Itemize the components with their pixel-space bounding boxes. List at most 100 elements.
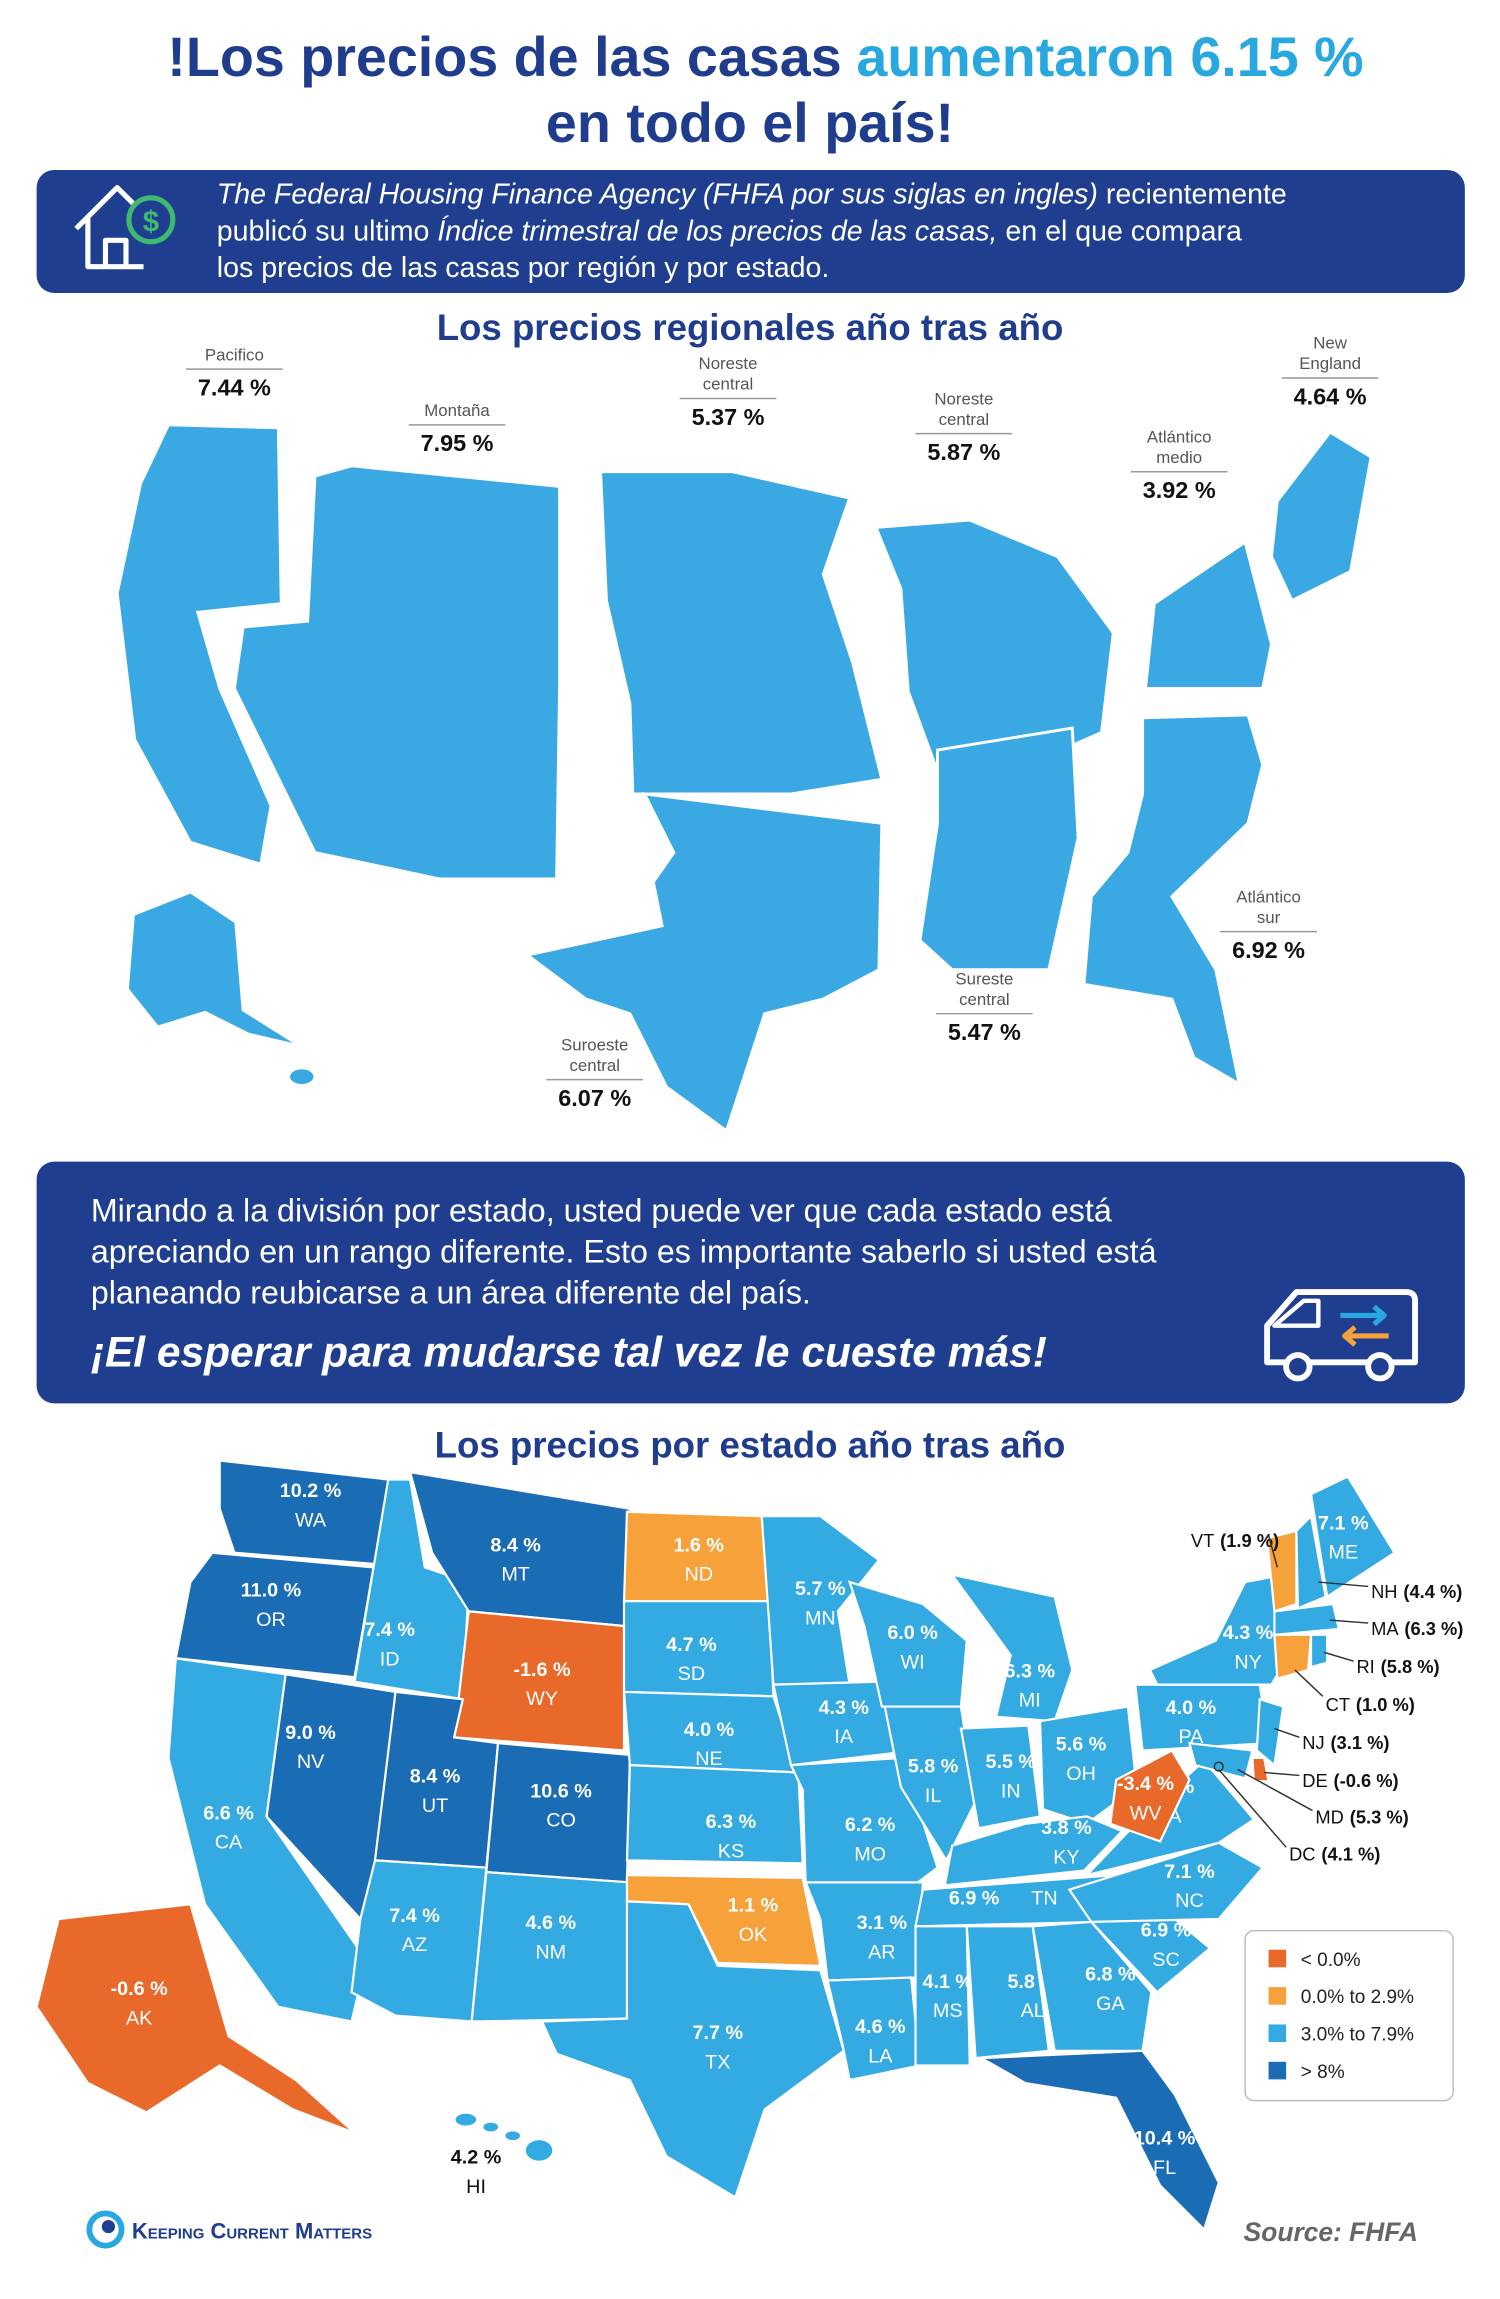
- state-abbr: WV: [1130, 1802, 1163, 1824]
- state-value: 3.1 %: [857, 1912, 908, 1934]
- callout-line: [1318, 1581, 1369, 1588]
- region-value: 5.87 %: [927, 439, 1000, 465]
- legend-label: 3.0% to 7.9%: [1301, 2025, 1414, 2046]
- region-name: central: [939, 410, 990, 429]
- state-value: 6.6 %: [203, 1802, 254, 1824]
- region-shape: [1143, 539, 1273, 690]
- intro-box: [36, 169, 1465, 293]
- state-value: 6.8 %: [1085, 1963, 1136, 1985]
- state-abbr: NY: [1234, 1651, 1261, 1673]
- intro-text: recientemente: [1098, 179, 1287, 211]
- title-part: !Los precios de las casas: [167, 26, 841, 88]
- state-shape: [965, 1925, 1051, 2060]
- state-value: 4.0 %: [1166, 1697, 1217, 1719]
- state-value: (1.0 %): [1356, 1694, 1415, 1715]
- state-abbr: FL: [1153, 2157, 1176, 2179]
- state-shape: [455, 2113, 477, 2126]
- intro-text: publicó su ultimo: [217, 215, 438, 247]
- state-shape: [1067, 1841, 1265, 1924]
- state-shape: [35, 1903, 356, 2134]
- state-abbr: MD: [1315, 1807, 1343, 1828]
- section-title: Los precios por estado año tras año: [435, 1425, 1066, 1466]
- state-value: 4.6 %: [855, 2016, 906, 2038]
- state-callout: MD (5.3 %): [1315, 1807, 1408, 1828]
- callout-line: [1267, 1534, 1279, 1568]
- state-abbr: HI: [466, 2176, 486, 2198]
- state-value: 4.1 %: [922, 1971, 973, 1993]
- message-line: planeando reubicarse a un área diferente…: [91, 1275, 811, 1311]
- state-callout: MA (6.3 %): [1371, 1618, 1463, 1639]
- state-shape: [174, 1551, 375, 1679]
- state-shape: [622, 1510, 771, 1603]
- region-value: 3.92 %: [1143, 477, 1216, 503]
- state-abbr: WI: [901, 1651, 925, 1673]
- region-name: central: [703, 375, 754, 394]
- state-shape: [540, 1900, 846, 2199]
- callout-line: [1237, 1768, 1313, 1812]
- state-value: 4.6 %: [526, 1912, 577, 1934]
- state-value: (1.9 %): [1220, 1530, 1279, 1551]
- region-value: 7.44 %: [198, 375, 271, 401]
- state-callout: DC (4.1 %): [1289, 1843, 1380, 1864]
- state-value: (-0.6 %): [1334, 1770, 1399, 1791]
- state-callout: CT (1.0 %): [1326, 1694, 1415, 1715]
- region-value: 6.07 %: [558, 1085, 631, 1111]
- state-shape: [1213, 1761, 1224, 1772]
- state-value: -0.6 %: [111, 1978, 169, 2000]
- state-abbr: ID: [380, 1649, 400, 1671]
- state-shape: [883, 1705, 977, 1863]
- intro-text: en el que compara: [997, 215, 1242, 247]
- state-shape: [949, 1573, 1074, 1723]
- state-value: 6.9 %: [949, 1887, 1000, 1909]
- legend-label: < 0.0%: [1301, 1950, 1361, 1971]
- state-value: 7.4 %: [389, 1905, 440, 1927]
- state-abbr: NH: [1371, 1581, 1397, 1602]
- region-name: Atlántico: [1236, 887, 1301, 906]
- state-abbr: LA: [868, 2046, 893, 2068]
- state-shape: [959, 1724, 1042, 1830]
- region-shape: [232, 464, 562, 881]
- region-name: England: [1299, 354, 1361, 373]
- state-shape: [1109, 1749, 1191, 1843]
- state-callout: VT (1.9 %): [1191, 1530, 1279, 1551]
- state-abbr: ND: [684, 1564, 713, 1586]
- state-shape: [1031, 1920, 1153, 2052]
- message-line: apreciando en un rango diferente. Esto e…: [91, 1234, 1157, 1270]
- state-abbr: MO: [854, 1843, 886, 1865]
- state-shape: [914, 1925, 971, 2067]
- region-shape: [1269, 430, 1373, 603]
- state-value: 6.2 %: [845, 1814, 896, 1836]
- state-shape: [1265, 1529, 1298, 1613]
- state-value: 4.3 %: [1223, 1622, 1274, 1644]
- state-shape: [1255, 1697, 1285, 1768]
- state-shape: [1273, 1602, 1341, 1636]
- state-value: 8.4 %: [410, 1766, 461, 1788]
- state-value: 10.4 %: [1134, 2128, 1196, 2150]
- state-abbr: OH: [1066, 1763, 1096, 1785]
- state-abbr: WY: [526, 1688, 558, 1710]
- state-shape: [525, 2140, 553, 2161]
- state-abbr: SC: [1152, 1949, 1179, 1971]
- state-callout: DE (-0.6 %): [1302, 1770, 1398, 1791]
- state-value: (3.1 %): [1330, 1732, 1389, 1753]
- state-value: 6.0 %: [887, 1622, 938, 1644]
- state-callout: RI (5.8 %): [1356, 1656, 1439, 1677]
- legend-box: [1244, 1929, 1454, 2102]
- region-value: 6.92 %: [1232, 937, 1305, 963]
- legend-swatch: [1268, 2024, 1287, 2043]
- state-shape: [1187, 1741, 1254, 1780]
- state-shape: [826, 1976, 922, 2082]
- region-name: Noreste: [699, 354, 758, 373]
- state-abbr: NE: [695, 1748, 722, 1770]
- state-callout: NJ (3.1 %): [1302, 1732, 1389, 1753]
- legend-label: > 8%: [1301, 2062, 1345, 2083]
- state-value: 5.8 %: [908, 1755, 959, 1777]
- house-icon: [74, 184, 176, 270]
- state-abbr: RI: [1356, 1656, 1374, 1677]
- title-line: en todo el país!: [546, 92, 954, 154]
- state-value: (5.8 %): [1381, 1656, 1440, 1677]
- state-shape: [218, 1459, 390, 1566]
- region-shape: [1082, 713, 1265, 1087]
